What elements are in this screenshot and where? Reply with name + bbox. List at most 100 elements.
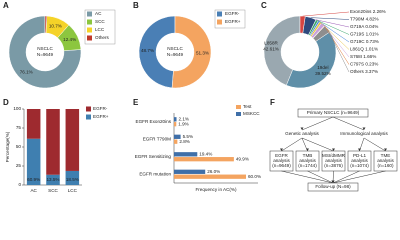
slice-name: Others 3.37%: [350, 69, 378, 74]
y-tick-label: EGFR mutation: [139, 171, 171, 176]
bar-label: 60.0%: [248, 174, 261, 179]
bar-label: 26.0%: [207, 169, 220, 174]
slice-name: L861Q 1.01%: [350, 47, 378, 52]
arrow: [332, 170, 386, 184]
legend-label: MSKCC: [243, 111, 260, 116]
slice-name: G719A 0.04%: [350, 24, 378, 29]
legend-swatch: [236, 112, 241, 116]
x-tick-label: LCC: [68, 188, 78, 193]
bar: [174, 169, 206, 174]
analysis-text: analysis: [299, 158, 316, 163]
panel-label: E: [133, 98, 139, 107]
arrow-head: [362, 127, 366, 130]
slice: [8, 15, 82, 89]
slice-label: 12.4%: [63, 37, 76, 42]
bar: [174, 139, 178, 144]
legend-label: SCC: [95, 19, 105, 24]
slice-name: Others: [350, 69, 364, 74]
legend-label: Others: [95, 35, 109, 40]
analysis-text: (n=160): [378, 163, 394, 168]
analysis-text: analysis: [273, 158, 290, 163]
slice-name: C797S 0.23%: [350, 62, 378, 67]
slice-label: 10.7%: [49, 24, 62, 29]
slice-name: G719C 0.73%: [350, 39, 379, 44]
y-tick-label: 75: [16, 125, 22, 130]
bar-segment: [65, 109, 80, 171]
bar-segment: [26, 109, 41, 139]
slice-name: S768I 1.66%: [350, 54, 376, 59]
bar-label: 18.5%: [66, 177, 79, 182]
legend-label: EGFR-: [225, 11, 240, 16]
slice-name: Exon20ins 2.26%: [350, 9, 386, 14]
x-axis-title: Frequency in AC(%): [195, 187, 237, 192]
bar-segment: [46, 174, 60, 185]
arrow: [301, 116, 334, 131]
slice-name: G719A: [350, 24, 365, 29]
leader: [302, 11, 350, 17]
slice-name: 19del: [317, 65, 328, 70]
followup-node-box: [307, 182, 359, 192]
root-node: Primary NSCLC (n=9649): [307, 110, 360, 115]
analysis-text: EGFR: [275, 153, 288, 158]
branch-node: Immunological analysis: [340, 131, 388, 136]
arrow: [281, 137, 303, 152]
bar-label: 2.8%: [179, 139, 189, 144]
arrow-head: [384, 148, 387, 151]
slice-name: C797S: [350, 62, 364, 67]
y-tick-label: 50: [16, 144, 22, 149]
slice-label: 2.26%: [373, 9, 386, 14]
legend-swatch: [236, 105, 241, 109]
arrow-head: [280, 148, 283, 151]
analysis-text: TMB: [303, 153, 313, 158]
y-tick-label: EGFR Sensitizing: [135, 154, 172, 159]
y-tick-label: 100: [13, 106, 21, 111]
legend-label: AC: [95, 11, 102, 16]
arrow: [301, 137, 334, 152]
leader: [324, 25, 350, 65]
bar-label: 19.4%: [199, 152, 212, 157]
arrow: [332, 116, 365, 131]
branch-node: Genetic analysis: [285, 131, 319, 136]
slice: [138, 15, 176, 89]
slice-label: 76.1%: [20, 69, 33, 74]
slice: [44, 15, 48, 34]
followup-node: Follow-up (N=98): [315, 184, 351, 189]
leader: [310, 17, 350, 20]
analysis-text: (n=3876): [324, 163, 343, 168]
analysis-text: PD-L1: [353, 153, 366, 158]
bar: [174, 157, 234, 162]
analysis-text: TME: [381, 153, 391, 158]
analysis-text: (n=9649): [272, 163, 291, 168]
legend-swatch: [87, 27, 92, 33]
arrow-head: [358, 148, 361, 151]
y-axis-title: Percentage(%): [5, 131, 10, 162]
center-text: N=9649: [37, 52, 54, 57]
legend-swatch: [87, 11, 92, 17]
legend-label: EGFR-: [93, 106, 108, 111]
legend-label: EGFR+: [225, 19, 241, 24]
slice-name: G719S 1.01%: [350, 32, 379, 37]
slice: [171, 15, 212, 89]
slice-label: 4.82%: [366, 17, 379, 22]
center-text: N=9649: [167, 52, 184, 57]
y-tick-label: 0: [18, 182, 21, 187]
panel-label: B: [133, 1, 139, 10]
y-tick-label: EGFR T790M: [143, 136, 171, 141]
legend-swatch: [86, 114, 91, 120]
arrow: [281, 170, 334, 184]
slice-name: S768I: [350, 54, 362, 59]
arrow-head: [300, 127, 304, 130]
arrow-head: [332, 148, 335, 151]
slice-label: 0.23%: [365, 62, 378, 67]
slice-label: 48.7%: [141, 48, 154, 53]
legend-frame: [84, 9, 116, 45]
bar: [174, 152, 198, 157]
legend-swatch: [217, 11, 222, 17]
analysis-text: (n=1744): [298, 163, 317, 168]
slice-label: 51.3%: [196, 50, 209, 55]
bar-label: 5.5%: [183, 134, 193, 139]
slice-name: T790M: [350, 17, 364, 22]
slice-label: 39.52%: [315, 71, 331, 76]
slice-name: L861Q: [350, 47, 364, 52]
analysis-text: (n=1074): [350, 163, 369, 168]
